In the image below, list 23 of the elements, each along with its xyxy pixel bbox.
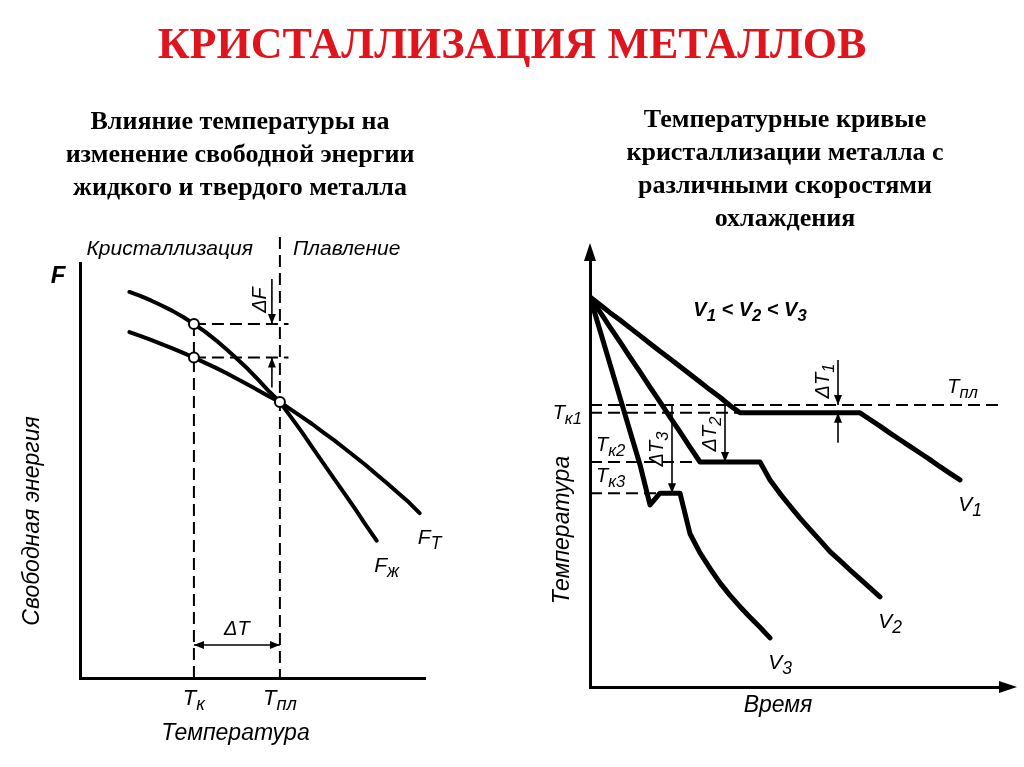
ref-line-label: T$_{к1}$ <box>552 401 582 429</box>
x-axis-title: Температура <box>161 719 310 746</box>
chart-title: Температурные кривые кристаллизации металла с различными скоростями охлаждения <box>625 103 945 234</box>
ref-line-label: T$_{к3}$ <box>596 463 626 492</box>
text: Плавление <box>292 236 401 260</box>
annotation: ΔF <box>247 287 270 313</box>
text: Кристаллизация <box>86 236 253 260</box>
series-label: V$_{3}$ <box>768 649 792 679</box>
series-label: F$_{Т}$ <box>417 525 442 554</box>
series-label: F$_{ж}$ <box>374 552 400 581</box>
series-label: V$_{2}$ <box>878 608 902 638</box>
annotation: V$_{1}$ < V$_{2}$ < V$_{3}$ <box>693 298 807 326</box>
annotation: ΔT <box>224 617 250 639</box>
chart-title: Влияние температуры на изменение свободной энергии жидкого и твердого металла <box>64 105 416 203</box>
x-tick-label: T$_{к}$ <box>182 685 205 715</box>
text: F <box>50 260 66 289</box>
x-axis-title: Время <box>743 691 813 718</box>
text: КРИСТАЛЛИЗАЦИЯ МЕТАЛЛОВ <box>156 18 868 70</box>
ref-line-label: T$_{пл}$ <box>947 374 978 403</box>
y-axis-title: Свободная энергия <box>18 415 45 626</box>
series-label: V$_{1}$ <box>958 491 982 521</box>
y-axis-title: Температура <box>548 455 575 604</box>
ref-line-label: T$_{к2}$ <box>596 432 626 460</box>
